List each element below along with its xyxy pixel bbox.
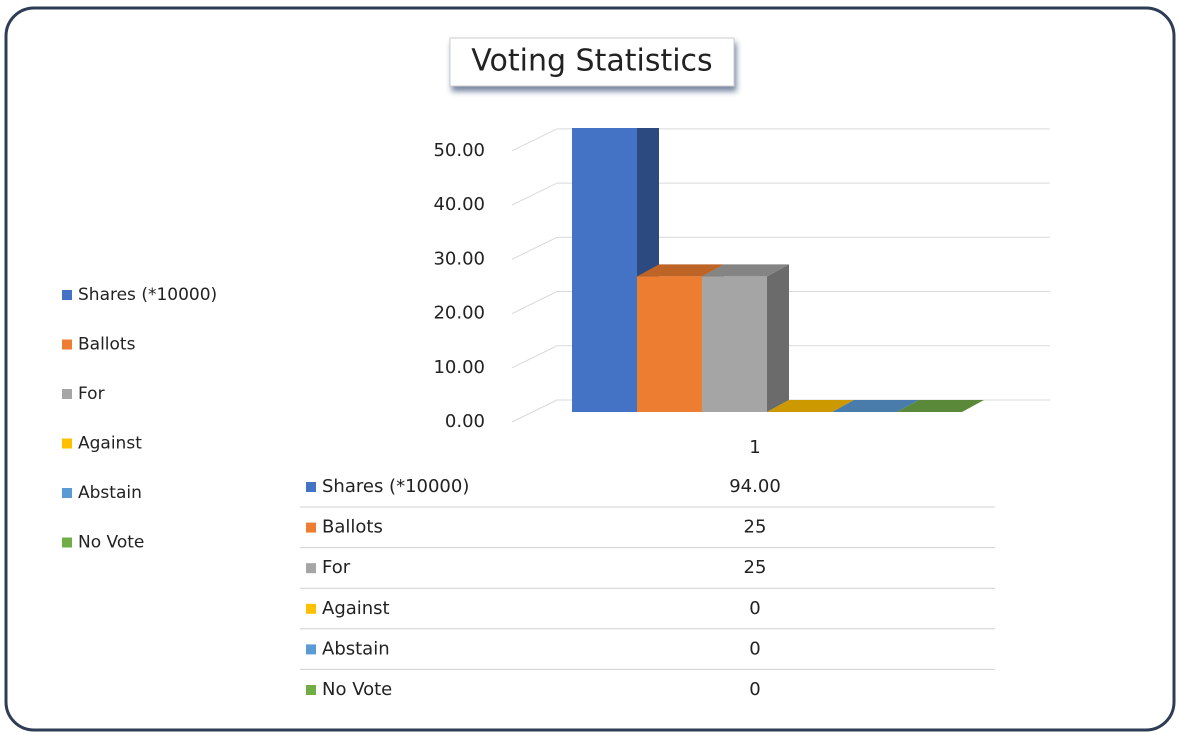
table-row-label: Abstain xyxy=(322,638,390,659)
table-value: 94.00 xyxy=(729,476,781,497)
table-row-label: For xyxy=(322,557,351,578)
table-swatch xyxy=(306,522,316,533)
y-tick-label: 0.00 xyxy=(445,411,485,432)
grid-line xyxy=(511,182,1050,206)
table-row-label: No Vote xyxy=(322,679,392,700)
table-value: 0 xyxy=(749,638,760,659)
y-tick-label: 40.00 xyxy=(433,194,485,215)
y-tick-label: 10.00 xyxy=(433,357,485,378)
y-tick-label: 30.00 xyxy=(433,248,485,269)
x-tick-label: 1 xyxy=(749,437,760,458)
grid-line xyxy=(511,345,1050,369)
table-value: 0 xyxy=(749,679,760,700)
table-swatch xyxy=(306,644,316,655)
bar-top xyxy=(832,400,919,412)
legend-label: Abstain xyxy=(78,483,142,503)
bar-side xyxy=(767,264,789,412)
legend-label: For xyxy=(78,384,105,404)
table-value: 25 xyxy=(744,517,767,538)
legend-swatch xyxy=(62,537,72,548)
table-swatch xyxy=(306,603,316,614)
bar xyxy=(637,276,702,412)
legend-swatch xyxy=(62,339,72,350)
legend-label: No Vote xyxy=(78,533,144,553)
table-swatch xyxy=(306,685,316,695)
legend-swatch xyxy=(62,438,72,449)
y-tick-label: 50.00 xyxy=(433,140,485,161)
legend-swatch xyxy=(62,389,72,399)
chart-title: Voting Statistics xyxy=(471,44,712,79)
legend-label: Against xyxy=(78,434,142,454)
table-row-label: Against xyxy=(322,598,390,619)
legend-label: Ballots xyxy=(78,335,136,355)
bar-top xyxy=(767,400,854,412)
grid-line xyxy=(511,128,1050,152)
bar xyxy=(702,276,767,412)
table-swatch xyxy=(306,563,316,574)
table-swatch xyxy=(306,482,316,492)
legend-swatch xyxy=(62,488,72,498)
bar-top xyxy=(637,264,724,277)
table-value: 0 xyxy=(749,598,760,619)
y-tick-label: 20.00 xyxy=(433,303,485,324)
bar xyxy=(572,128,637,412)
table-value: 25 xyxy=(744,557,767,578)
grid-line xyxy=(511,236,1050,260)
bar-top xyxy=(702,264,789,277)
grid-line xyxy=(511,291,1050,314)
table-row-label: Shares (*10000) xyxy=(322,476,469,497)
plot xyxy=(572,128,984,412)
table-row-label: Ballots xyxy=(322,517,383,538)
legend-swatch xyxy=(62,290,72,300)
title-box xyxy=(449,37,735,87)
bar-top xyxy=(897,400,984,412)
legend-label: Shares (*10000) xyxy=(78,285,217,305)
